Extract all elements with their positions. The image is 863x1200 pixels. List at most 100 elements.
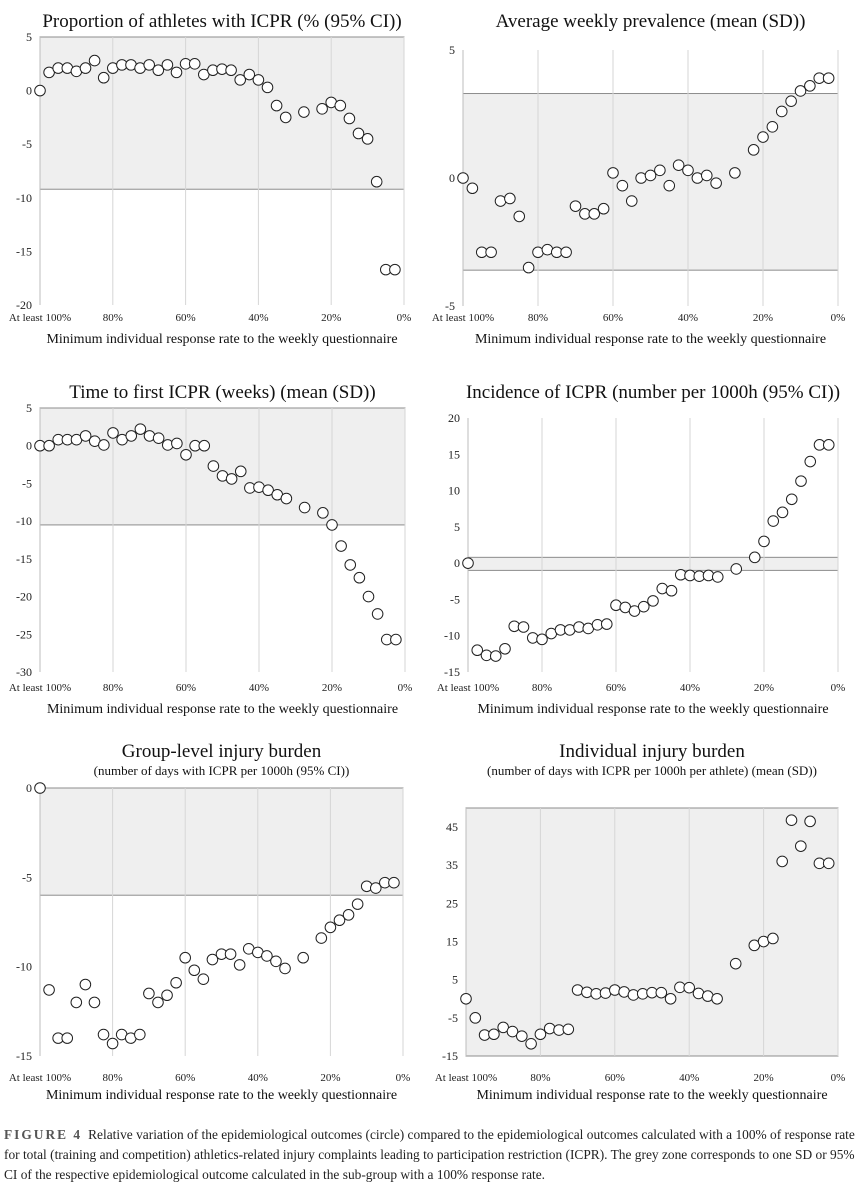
figure-caption: FIGURE 4 Relative variation of the epidem… xyxy=(4,1125,859,1185)
panel-a-y-tick-label: 5 xyxy=(26,30,32,44)
panel-d-x-tick-label: 80% xyxy=(532,682,552,694)
panel-c-data-point xyxy=(134,423,147,435)
panel-b-data-point xyxy=(785,95,797,107)
panel-a-data-point xyxy=(261,81,274,94)
panel-f-x-tick-label: At least 100% xyxy=(435,1072,497,1084)
panel-c-x-tick-label: 40% xyxy=(249,682,269,694)
panel-d-x-tick-label: 20% xyxy=(754,682,774,694)
panel-f-x-tick-label: 80% xyxy=(530,1072,550,1084)
panel-f-reference-zone xyxy=(465,807,839,1057)
panel-d-x-tick-label: 0% xyxy=(831,682,846,694)
panel-e-data-point xyxy=(43,984,55,996)
panel-d-data-point xyxy=(499,642,511,655)
panel-d-x-tick-label: At least 100% xyxy=(437,682,499,694)
panel-d-data-point xyxy=(536,633,548,646)
panel-b-data-point xyxy=(747,144,760,156)
panel-f-data-point xyxy=(562,1023,575,1036)
panel-e-data-point xyxy=(79,978,92,991)
panel-a-data-point xyxy=(34,84,46,97)
panel-e-data-point xyxy=(388,876,400,889)
panel-e-data-point xyxy=(34,782,46,794)
panel-c-data-point xyxy=(317,507,329,519)
panel-d-data-point xyxy=(665,584,678,597)
panel-a-reference-zone xyxy=(39,36,405,190)
panel-d-data-point xyxy=(822,439,835,451)
panel-a-data-point xyxy=(170,66,183,79)
panel-b-y-tick-label: 5 xyxy=(449,43,455,57)
caption-text: Relative variation of the epidemiologica… xyxy=(4,1127,855,1182)
panel-d-data-point xyxy=(767,515,780,527)
panel-f-x-tick-label: 40% xyxy=(679,1072,699,1084)
panel-b-x-axis-label: Minimum individual response rate to the … xyxy=(475,332,826,347)
panel-c-data-point xyxy=(326,519,338,531)
panel-f-data-point xyxy=(488,1028,500,1041)
panel-c-x-tick-label: 20% xyxy=(322,682,342,694)
panel-e-data-point xyxy=(270,955,282,968)
panel-c-data-point xyxy=(207,460,220,472)
panel-e-data-point xyxy=(179,951,191,964)
panel-d-data-point xyxy=(489,650,502,662)
panel-e-data-point xyxy=(206,953,219,966)
panel-f-data-point xyxy=(469,1012,482,1024)
panel-e-data-point xyxy=(188,964,201,977)
panel-f-data-point xyxy=(795,840,807,852)
panel-f-data-point xyxy=(525,1037,537,1050)
panel-a-data-point xyxy=(389,263,401,276)
panel-f-data-point xyxy=(534,1028,547,1041)
panel-d-reference-zone xyxy=(467,556,839,571)
panel-a-x-tick-label: At least 100% xyxy=(9,312,71,324)
panel-e-x-axis-label: Minimum individual response rate to the … xyxy=(46,1088,397,1103)
panel-f-x-tick-label: 0% xyxy=(831,1072,846,1084)
panel-c-data-point xyxy=(362,590,375,603)
panel-c-y-tick-label: -30 xyxy=(16,665,32,679)
panel-b-data-point xyxy=(466,182,479,195)
panel-c-y-tick-label: -15 xyxy=(16,552,32,566)
panel-a-y-tick-label: -15 xyxy=(16,244,32,258)
panel-a-y-tick-label: -5 xyxy=(22,137,32,151)
panel-f-data-point xyxy=(609,984,621,996)
panel-e-data-point xyxy=(351,898,364,910)
panel-f-data-point xyxy=(804,815,816,828)
panel-d-y-tick-label: -15 xyxy=(444,665,460,679)
panel-d-y-tick-label: 5 xyxy=(454,520,460,534)
panel-f-data-point xyxy=(711,992,723,1005)
panel-f-data-point xyxy=(683,981,696,994)
panel-b-data-point xyxy=(729,167,741,179)
panel-b-data-point xyxy=(644,169,657,182)
panel-f-data-point xyxy=(776,855,789,868)
panel-b-data-point xyxy=(663,179,676,192)
panel-a-data-point xyxy=(79,62,92,74)
panel-e-data-point xyxy=(161,989,173,1002)
panel-d-y-tick-label: 20 xyxy=(448,411,460,425)
panel-a-data-point xyxy=(152,64,165,77)
panel-e-x-tick-label: At least 100% xyxy=(9,1072,71,1084)
panel-a-data-point xyxy=(343,112,356,125)
panel-b-data-point xyxy=(616,179,629,192)
panel-b-data-point xyxy=(794,85,807,97)
panel-b-y-tick-label: 0 xyxy=(449,171,455,185)
panel-e-data-point xyxy=(70,996,83,1009)
panel-c-y-tick-label: -25 xyxy=(16,627,32,641)
panel-a-data-point xyxy=(234,74,246,86)
panel-b-x-tick-label: 60% xyxy=(603,312,623,324)
panel-e-reference-zone xyxy=(39,787,404,896)
panel-c-data-point xyxy=(298,501,311,514)
panel-a-data-point xyxy=(188,58,201,70)
panel-e-y-tick-label: -15 xyxy=(16,1049,32,1063)
panel-e-data-point xyxy=(170,976,182,989)
panel-d-x-tick-label: 40% xyxy=(680,682,700,694)
panel-d-data-point xyxy=(637,600,650,613)
panel-b-data-point xyxy=(775,105,788,118)
panel-c-data-point xyxy=(280,492,293,505)
panel-e-x-tick-label: 20% xyxy=(320,1072,340,1084)
panel-b-data-point xyxy=(607,167,619,179)
panel-f-y-tick-label: -5 xyxy=(448,1011,458,1025)
panel-e-x-tick-label: 40% xyxy=(248,1072,268,1084)
panel-a-x-tick-label: 20% xyxy=(321,312,341,324)
panel-b-data-point xyxy=(672,159,685,171)
panel-f-data-point xyxy=(655,986,668,999)
panel-d-y-tick-label: -10 xyxy=(444,629,460,643)
panel-f-data-point xyxy=(785,814,798,827)
panel-b-data-point xyxy=(457,172,469,184)
panel-c-data-point xyxy=(43,439,55,452)
